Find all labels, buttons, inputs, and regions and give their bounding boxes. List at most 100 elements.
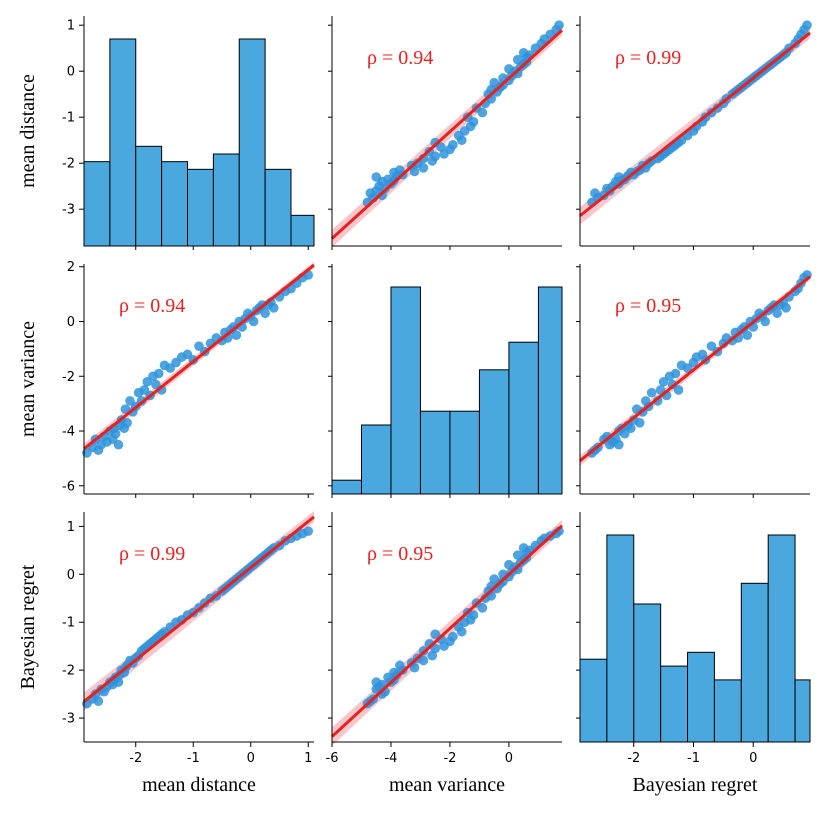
scatter-point-bayesian-regret-vs-mean-variance-50 bbox=[504, 559, 514, 570]
histogram-bar-bayesian-regret-4 bbox=[687, 651, 715, 743]
scatter-point-mean-variance-vs-mean-distance-10 bbox=[110, 428, 121, 439]
histogram-bar-bayesian-regret-5 bbox=[713, 679, 742, 743]
scatter-point-mean-variance-vs-bayesian-regret-28 bbox=[673, 385, 684, 395]
scatter-point-mean-distance-vs-mean-variance-63 bbox=[554, 20, 564, 31]
histogram-bar-bayesian-regret-1 bbox=[606, 534, 635, 743]
histogram-bar-mean-variance-0 bbox=[331, 479, 362, 495]
scatter-point-mean-variance-vs-mean-distance-15 bbox=[120, 404, 131, 414]
x-tick-label: -6 bbox=[326, 751, 339, 766]
histogram-bar-bayesian-regret-3 bbox=[660, 665, 689, 743]
histogram-bar-mean-variance-1 bbox=[360, 424, 392, 495]
scatter-point-bayesian-regret-vs-mean-variance-11 bbox=[371, 677, 382, 687]
correlation-label-mean-variance-vs-mean-distance: ρ = 0.94 bbox=[119, 295, 185, 317]
correlation-label-bayesian-regret-vs-mean-variance: ρ = 0.95 bbox=[367, 543, 433, 565]
scatter-point-bayesian-regret-vs-mean-variance-54 bbox=[512, 550, 523, 560]
y-tick-label: 0 bbox=[67, 315, 75, 330]
scatter-point-mean-distance-vs-mean-variance-28 bbox=[430, 137, 441, 148]
x-tick-label: 0 bbox=[749, 751, 757, 766]
scatter-point-mean-distance-vs-bayesian-regret-11 bbox=[614, 172, 624, 182]
histogram-bar-bayesian-regret-6 bbox=[740, 582, 769, 743]
histogram-bar-mean-variance-6 bbox=[508, 341, 539, 495]
scatter-point-bayesian-regret-vs-mean-variance-14 bbox=[389, 667, 399, 678]
scatter-point-bayesian-regret-vs-mean-distance-63 bbox=[303, 526, 314, 536]
scatter-point-mean-distance-vs-mean-variance-54 bbox=[512, 54, 523, 65]
histogram-bar-mean-distance-7 bbox=[264, 168, 292, 247]
histogram-bar-mean-variance-4 bbox=[449, 410, 480, 495]
histogram-bar-bayesian-regret-8 bbox=[794, 679, 811, 743]
scatter-point-mean-variance-vs-bayesian-regret-16 bbox=[634, 418, 645, 428]
y-tick-label: 1 bbox=[67, 19, 75, 34]
correlation-label-mean-distance-vs-mean-variance: ρ = 0.94 bbox=[367, 47, 433, 69]
histogram-bar-bayesian-regret-2 bbox=[633, 603, 662, 743]
scatter-point-mean-variance-vs-bayesian-regret-54 bbox=[772, 308, 782, 319]
scatter-point-mean-distance-vs-mean-variance-10 bbox=[383, 174, 393, 185]
y-tick-label: 1 bbox=[67, 520, 75, 535]
histogram-bar-mean-variance-7 bbox=[537, 286, 563, 495]
histogram-bar-mean-distance-1 bbox=[109, 38, 137, 247]
histogram-bar-bayesian-regret-7 bbox=[767, 534, 796, 743]
x-tick-label: 1 bbox=[304, 751, 312, 766]
y-tick-label: -3 bbox=[62, 203, 75, 218]
histogram-bar-mean-variance-5 bbox=[478, 369, 510, 495]
scatter-point-bayesian-regret-vs-mean-variance-57 bbox=[518, 543, 529, 553]
scatter-point-bayesian-regret-vs-mean-distance-3 bbox=[93, 696, 104, 707]
regression-line-mean-variance-vs-mean-distance bbox=[83, 263, 315, 451]
histogram-bar-mean-variance-2 bbox=[390, 286, 421, 495]
scatter-point-mean-variance-vs-mean-distance-11 bbox=[113, 439, 124, 450]
scatter-point-mean-variance-vs-bayesian-regret-11 bbox=[614, 439, 624, 450]
histogram-bar-mean-variance-3 bbox=[419, 410, 451, 495]
scatter-point-bayesian-regret-vs-mean-distance-11 bbox=[113, 677, 124, 687]
scatter-point-mean-variance-vs-bayesian-regret-20 bbox=[646, 387, 657, 398]
x-axis-label-bayesian-regret: Bayesian regret bbox=[633, 774, 758, 796]
scatter-point-bayesian-regret-vs-mean-variance-44 bbox=[489, 574, 499, 584]
regression-line-mean-distance-vs-mean-variance bbox=[330, 29, 564, 240]
scatter-point-mean-distance-vs-bayesian-regret-3 bbox=[590, 188, 600, 198]
scatter-point-mean-variance-vs-bayesian-regret-57 bbox=[781, 303, 791, 313]
regression-line-mean-distance-vs-bayesian-regret bbox=[579, 31, 811, 217]
histogram-bar-mean-distance-0 bbox=[83, 161, 111, 247]
x-tick-label: 0 bbox=[505, 751, 513, 766]
scatter-point-mean-variance-vs-mean-distance-54 bbox=[260, 308, 270, 319]
x-tick-label: -2 bbox=[443, 751, 456, 766]
x-tick-label: -1 bbox=[687, 751, 700, 766]
scatter-point-mean-distance-vs-mean-variance-27 bbox=[448, 140, 458, 150]
y-axis-label-mean-distance: mean distance bbox=[17, 74, 39, 188]
scatter-point-mean-variance-vs-mean-distance-27 bbox=[153, 368, 164, 379]
y-tick-label: -6 bbox=[62, 479, 75, 494]
scatter-point-mean-variance-vs-mean-distance-50 bbox=[248, 316, 259, 327]
scatter-point-bayesian-regret-vs-mean-variance-28 bbox=[430, 629, 441, 639]
x-axis-label-mean-variance: mean variance bbox=[389, 774, 505, 796]
scatter-point-mean-variance-vs-bayesian-regret-50 bbox=[760, 316, 770, 327]
scatter-point-bayesian-regret-vs-mean-variance-27 bbox=[448, 631, 458, 642]
histogram-bar-mean-distance-2 bbox=[135, 145, 163, 247]
scatter-point-mean-distance-vs-mean-variance-16 bbox=[395, 165, 405, 175]
y-tick-label: -2 bbox=[62, 664, 75, 679]
scatter-point-mean-variance-vs-mean-distance-44 bbox=[231, 330, 242, 340]
scatter-point-mean-distance-vs-mean-variance-57 bbox=[518, 48, 529, 58]
scatter-point-mean-variance-vs-bayesian-regret-27 bbox=[670, 368, 681, 379]
regression-line-bayesian-regret-vs-mean-distance bbox=[83, 515, 315, 703]
y-tick-label: 0 bbox=[67, 568, 75, 583]
histogram-bar-mean-distance-5 bbox=[212, 153, 240, 247]
y-tick-label: 0 bbox=[67, 65, 75, 80]
scatter-point-mean-variance-vs-mean-distance-16 bbox=[122, 418, 132, 428]
scatter-point-bayesian-regret-vs-mean-variance-16 bbox=[395, 660, 405, 671]
y-tick-label: -4 bbox=[62, 425, 75, 440]
correlation-label-mean-variance-vs-bayesian-regret: ρ = 0.95 bbox=[615, 295, 681, 317]
scatter-point-mean-distance-vs-mean-variance-44 bbox=[489, 77, 499, 88]
histogram-bar-bayesian-regret-0 bbox=[579, 658, 608, 743]
regression-line-mean-variance-vs-bayesian-regret bbox=[579, 275, 811, 462]
y-tick-label: -1 bbox=[62, 111, 75, 126]
y-tick-label: -2 bbox=[62, 370, 75, 385]
scatter-point-mean-variance-vs-bayesian-regret-14 bbox=[625, 423, 636, 434]
y-axis-label-mean-variance: mean variance bbox=[17, 321, 39, 437]
y-tick-label: -2 bbox=[62, 157, 75, 172]
x-tick-label: -2 bbox=[627, 751, 640, 766]
x-tick-label: -4 bbox=[384, 751, 397, 766]
regression-line-bayesian-regret-vs-mean-variance bbox=[330, 524, 564, 738]
x-tick-label: -2 bbox=[129, 751, 142, 766]
histogram-bar-mean-distance-3 bbox=[161, 161, 188, 247]
scatter-point-mean-variance-vs-mean-distance-57 bbox=[268, 303, 279, 313]
histogram-bar-mean-distance-8 bbox=[290, 214, 315, 247]
